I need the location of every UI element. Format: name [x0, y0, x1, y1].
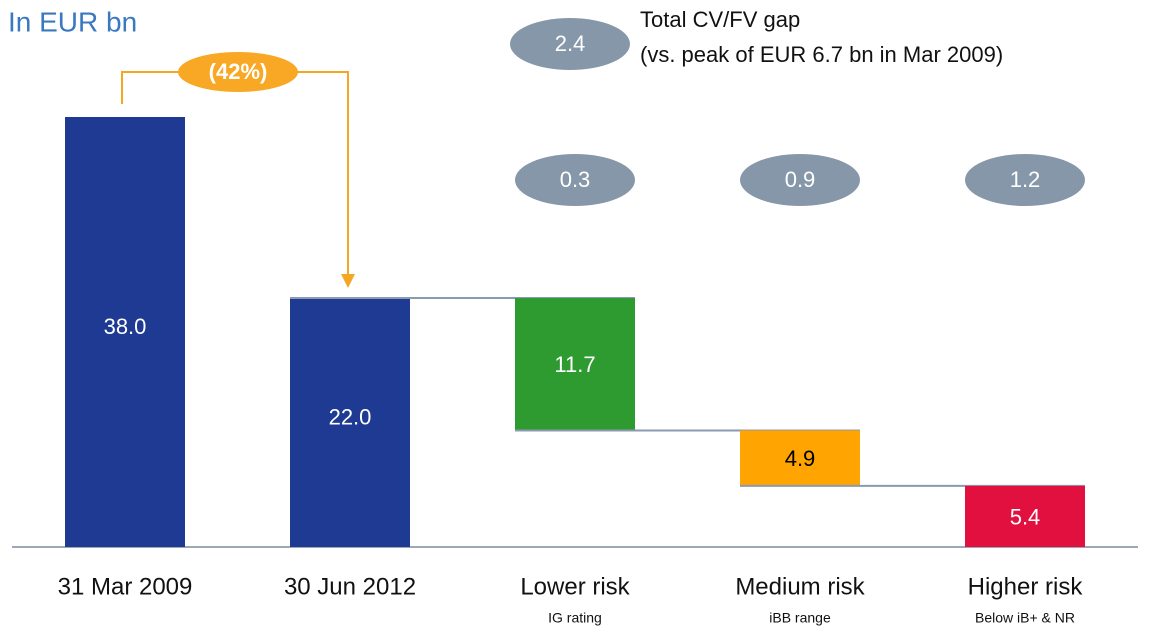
- bar: [965, 485, 1085, 547]
- x-tick-label: 30 Jun 2012: [284, 573, 416, 600]
- x-tick-label: Medium risk: [735, 573, 865, 600]
- gap-bubble: [740, 154, 860, 206]
- change-label: (42%): [209, 59, 268, 84]
- chart-title: In EUR bn: [8, 6, 137, 37]
- x-tick-label: Higher risk: [968, 573, 1084, 600]
- bar: [65, 117, 185, 547]
- total-gap-label: Total CV/FV gap: [640, 7, 800, 32]
- x-tick-label: 31 Mar 2009: [58, 573, 193, 600]
- gap-label: 0.3: [560, 167, 591, 192]
- bar: [740, 430, 860, 486]
- arrow-head: [341, 274, 355, 288]
- gap-bubble: [965, 154, 1085, 206]
- value-label: 11.7: [554, 352, 595, 377]
- value-label: 22.0: [329, 404, 372, 429]
- x-tick-label: Lower risk: [520, 573, 630, 600]
- gap-label: 0.9: [785, 167, 816, 192]
- total-gap-bubble: [510, 18, 630, 70]
- value-label: 5.4: [1010, 504, 1041, 529]
- value-label: 38.0: [104, 314, 147, 339]
- value-label: 4.9: [785, 446, 816, 471]
- total-gap-note: (vs. peak of EUR 6.7 bn in Mar 2009): [640, 42, 1003, 67]
- change-pill: [178, 52, 298, 92]
- bar: [290, 298, 410, 547]
- gap-label: 1.2: [1010, 167, 1041, 192]
- gap-bubble: [515, 154, 635, 206]
- x-tick-sublabel: Below iB+ & NR: [975, 610, 1075, 626]
- x-tick-sublabel: IG rating: [548, 610, 602, 626]
- total-gap-value: 2.4: [555, 31, 586, 56]
- bar: [515, 298, 635, 431]
- x-tick-sublabel: iBB range: [769, 610, 831, 626]
